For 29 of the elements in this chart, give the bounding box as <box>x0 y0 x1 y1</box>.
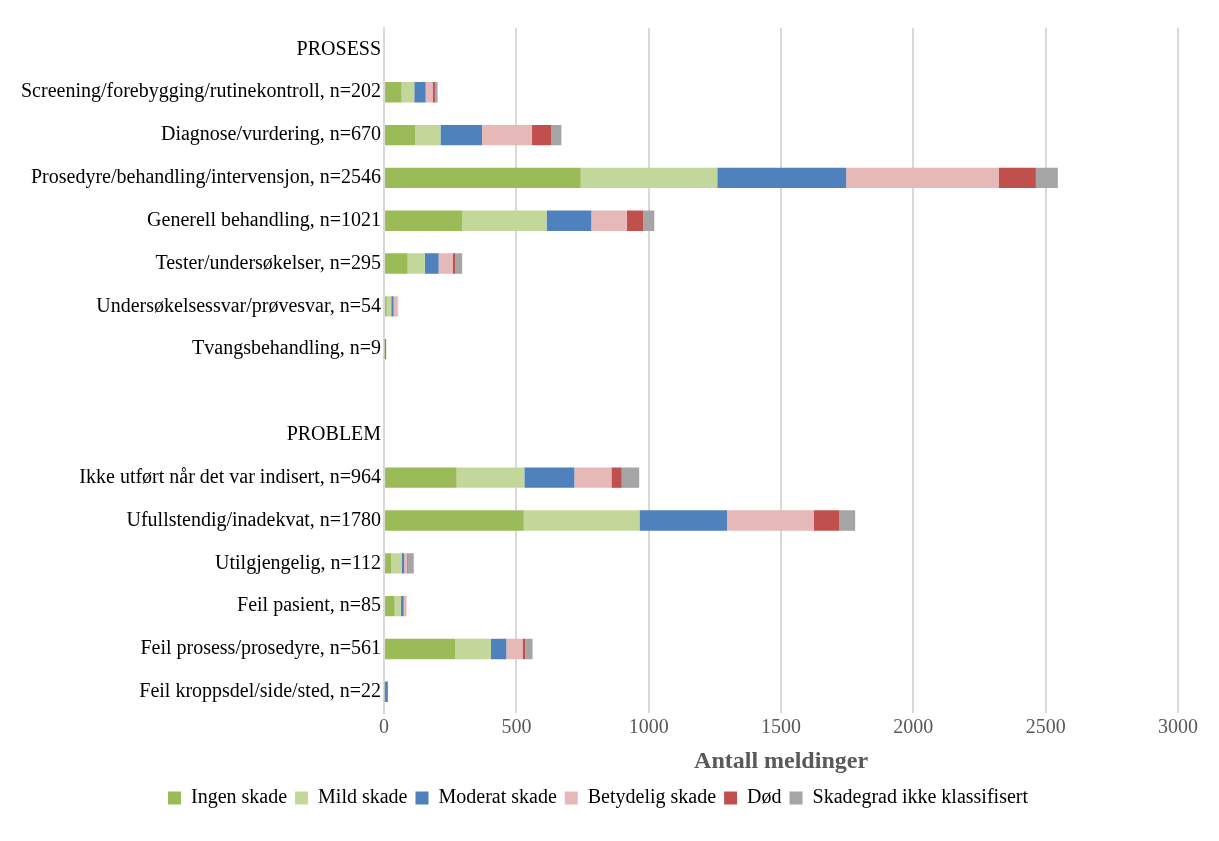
y-tick-label: Prosedyre/behandling/intervensjon, n=2546 <box>30 165 382 189</box>
legend-label: Moderat skade <box>438 785 557 808</box>
x-tick-label: 3000 <box>1158 715 1198 738</box>
y-tick-label: Diagnose/vurdering, n=670 <box>160 122 382 146</box>
x-tick-label: 1500 <box>761 715 802 738</box>
y-tick-label: Generell behandling, n=1021 <box>147 207 382 231</box>
y-tick-label: Feil prosess/prosedyre, n=561 <box>140 636 382 660</box>
y-tick-label: Tester/undersøkelser, n=295 <box>155 250 382 273</box>
legend-label: Skadegrad ikke klassifisert <box>812 785 1029 809</box>
y-tick-label: PROSESS <box>296 36 382 59</box>
y-tick-label: Screening/forebygging/rutinekontroll, n=202 <box>20 79 382 103</box>
legend-label: Ingen skade <box>190 785 288 809</box>
x-tick-label: 2500 <box>1025 715 1066 738</box>
legend-label: Død <box>747 785 782 808</box>
y-tick-label: Undersøkelsessvar/prøvesvar, n=54 <box>96 293 382 317</box>
y-tick-label: Utilgjengelig, n=112 <box>215 550 382 574</box>
x-tick-label: 500 <box>501 715 532 738</box>
y-tick-label: Feil pasient, n=85 <box>237 593 382 617</box>
x-tick-label: 2000 <box>893 715 934 738</box>
y-tick-label: PROBLEM <box>286 422 382 445</box>
x-tick-label: 0 <box>379 715 390 738</box>
y-tick-label: Ikke utført når det var indisert, n=964 <box>79 464 382 487</box>
legend-label: Betydelig skade <box>587 785 717 809</box>
y-tick-label: Tvangsbehandling, n=9 <box>192 336 382 360</box>
x-axis-title: Antall meldinger <box>694 746 869 773</box>
x-tick-label: 1000 <box>628 715 669 738</box>
y-tick-label: Feil kroppsdel/side/sted, n=22 <box>139 679 382 703</box>
y-tick-label: Ufullstendig/inadekvat, n=1780 <box>126 507 382 531</box>
legend-label: Mild skade <box>318 785 408 808</box>
